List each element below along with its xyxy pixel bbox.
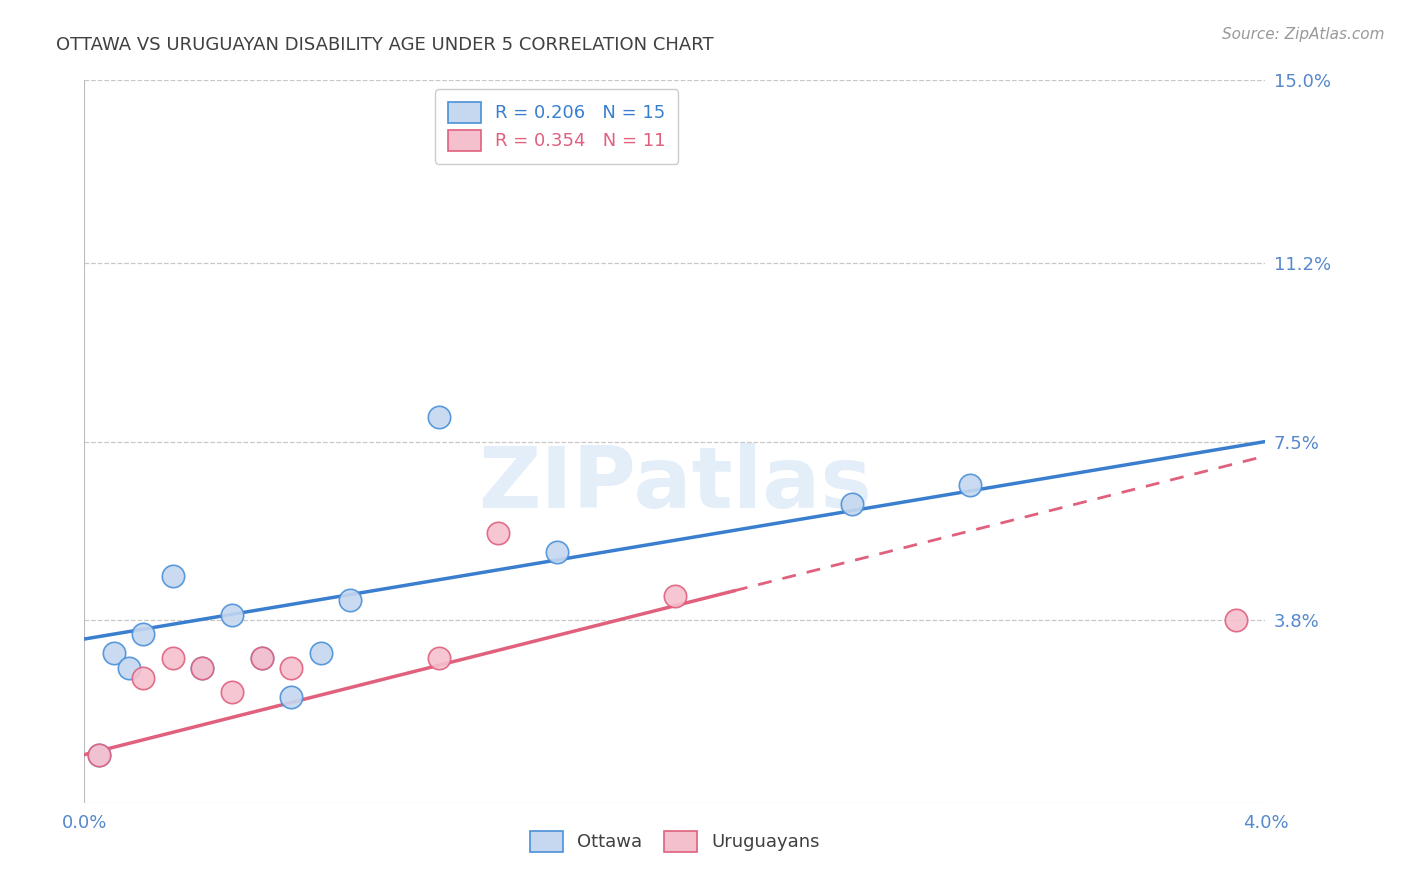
Point bbox=[664, 589, 686, 603]
Point bbox=[87, 747, 111, 762]
Point bbox=[959, 478, 981, 492]
Point bbox=[132, 627, 155, 641]
Point bbox=[841, 497, 863, 511]
Point bbox=[427, 651, 450, 665]
Point bbox=[103, 647, 125, 661]
Point bbox=[87, 747, 111, 762]
Text: OTTAWA VS URUGUAYAN DISABILITY AGE UNDER 5 CORRELATION CHART: OTTAWA VS URUGUAYAN DISABILITY AGE UNDER… bbox=[56, 36, 714, 54]
Point bbox=[280, 690, 302, 704]
Legend: Ottawa, Uruguayans: Ottawa, Uruguayans bbox=[523, 823, 827, 859]
Point bbox=[221, 607, 243, 622]
Point bbox=[250, 651, 273, 665]
Point bbox=[191, 661, 214, 675]
Point bbox=[162, 651, 184, 665]
Point bbox=[221, 685, 243, 699]
Point bbox=[191, 661, 214, 675]
Point bbox=[280, 661, 302, 675]
Point bbox=[132, 671, 155, 685]
Point bbox=[118, 661, 141, 675]
Point bbox=[339, 593, 361, 607]
Point bbox=[427, 410, 450, 425]
Point bbox=[309, 647, 332, 661]
Point bbox=[162, 569, 184, 583]
Point bbox=[250, 651, 273, 665]
Point bbox=[546, 545, 568, 559]
Point bbox=[1225, 613, 1247, 627]
Point bbox=[486, 526, 509, 541]
Text: ZIPatlas: ZIPatlas bbox=[478, 443, 872, 526]
Text: Source: ZipAtlas.com: Source: ZipAtlas.com bbox=[1222, 27, 1385, 42]
